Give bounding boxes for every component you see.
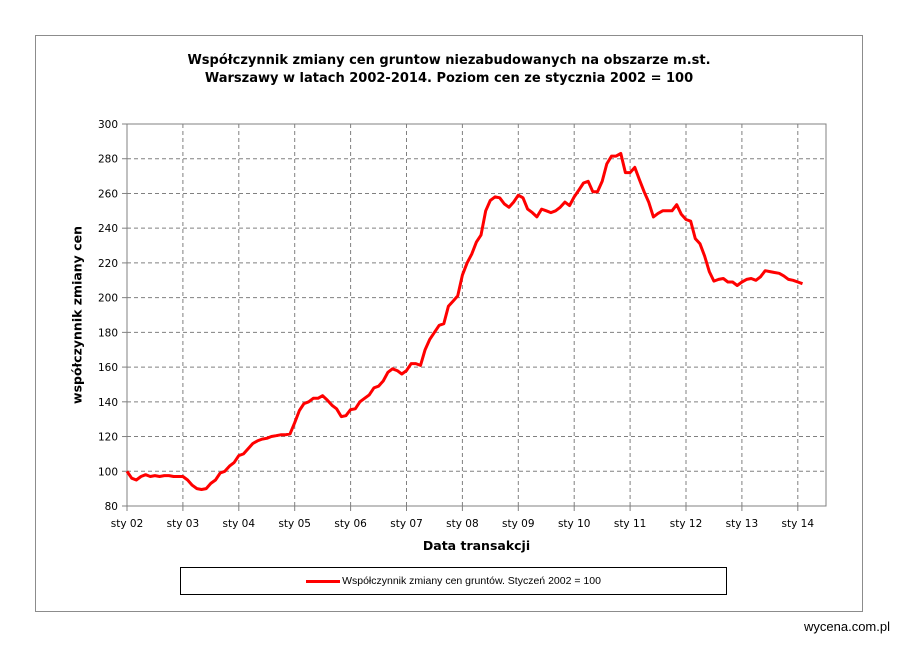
series-line [125,152,804,491]
x-tick-label: sty 13 [726,518,759,530]
y-tick-label: 200 [98,293,118,305]
legend-label: Współczynnik zmiany cen gruntów. Styczeń… [342,575,601,587]
y-tick-label: 300 [98,119,118,131]
x-tick-label: sty 11 [614,518,647,530]
chart-frame [35,35,863,612]
y-tick-label: 240 [98,223,118,235]
y-tick-label: 220 [98,258,118,270]
x-tick-label: sty 02 [111,518,144,530]
x-tick-label: sty 09 [502,518,535,530]
x-tick-label: sty 08 [446,518,479,530]
chart-title-line-2: Warszawy w latach 2002-2014. Poziom cen … [204,71,694,86]
legend-swatch [306,579,341,583]
y-axis-label: współczynnik zmiany cen [69,226,85,404]
y-tick-label: 260 [98,188,118,200]
y-tick-label: 80 [105,501,118,513]
x-tick-label: sty 07 [390,518,423,530]
y-tick-label: 120 [98,432,118,444]
chart-title-line-1: Współczynnik zmiany cen gruntow niezabud… [187,53,711,68]
y-tick-label: 140 [98,397,118,409]
x-axis-label: Data transakcji [422,538,531,553]
y-tick-label: 180 [98,327,118,339]
plot-border [126,123,827,507]
x-tick-label: sty 03 [167,518,200,530]
credit-text: wycena.com.pl [804,619,890,634]
x-tick-label: sty 14 [782,518,815,530]
y-tick-label: 160 [98,362,118,374]
x-tick-label: sty 10 [558,518,591,530]
legend: Współczynnik zmiany cen gruntów. Styczeń… [180,567,727,595]
y-tick-label: 100 [98,466,118,478]
chart-title: Współczynnik zmiany cen gruntow niezabud… [35,52,863,88]
x-tick-label: sty 04 [223,518,256,530]
x-tick-label: sty 06 [334,518,367,530]
y-tick-label: 280 [98,154,118,166]
x-tick-label: sty 12 [670,518,703,530]
x-tick-label: sty 05 [278,518,311,530]
